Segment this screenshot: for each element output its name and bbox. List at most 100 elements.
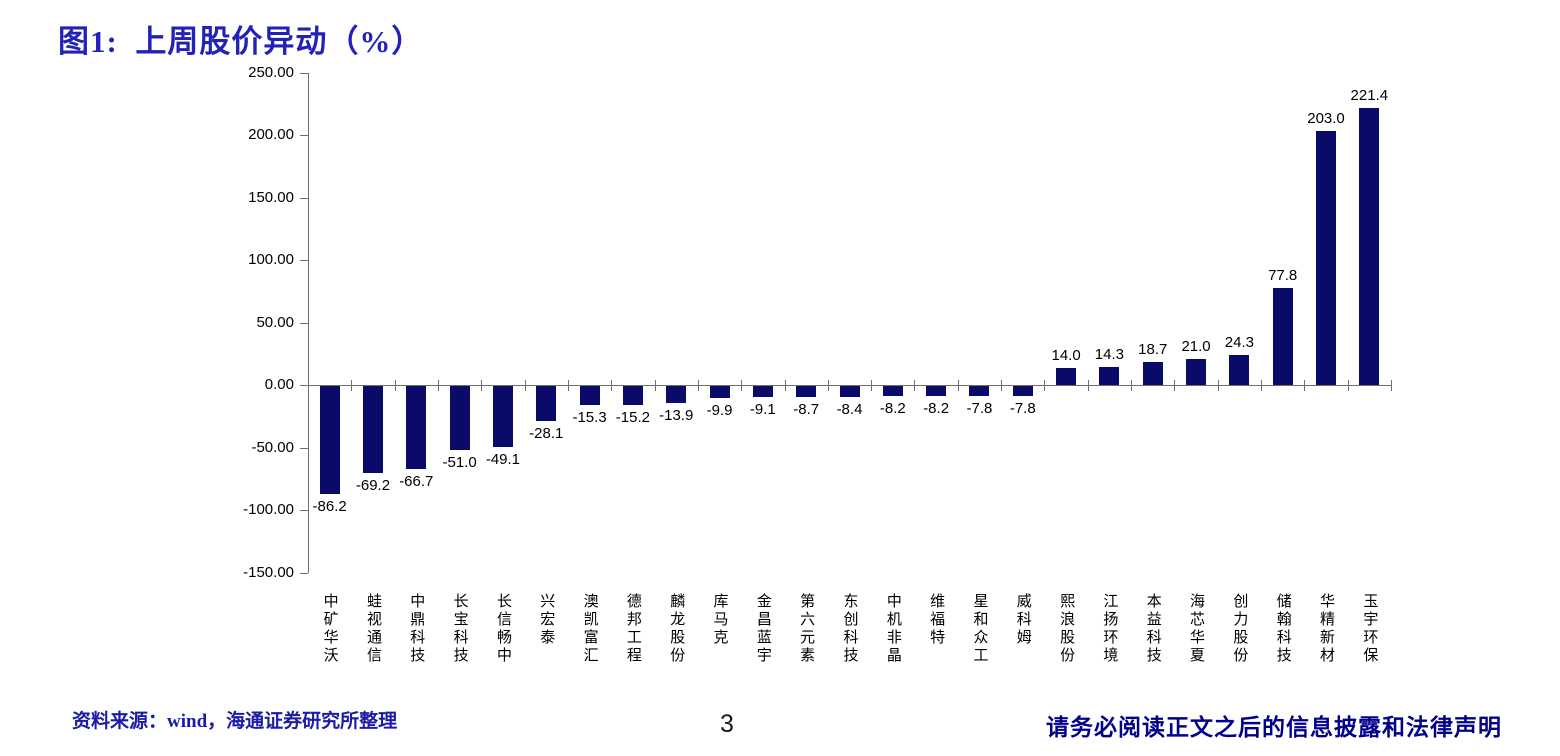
y-tick-label: 250.00 (248, 63, 294, 81)
y-tick-label: 100.00 (248, 251, 294, 268)
bar (796, 386, 817, 397)
x-category-label: 维福特 (928, 593, 945, 647)
x-category-label: 中机非晶 (884, 593, 901, 665)
bar (492, 386, 513, 448)
x-category-label: 储翰科技 (1274, 593, 1291, 665)
bar (969, 386, 990, 396)
x-tick (1217, 380, 1219, 391)
x-tick (611, 380, 613, 391)
bar-value-label: 24.3 (1224, 333, 1254, 351)
x-tick (784, 380, 786, 391)
x-category-label: 库马克 (711, 593, 728, 647)
y-tick (300, 322, 308, 324)
page-number: 3 (720, 710, 734, 738)
x-axis-line (308, 385, 1391, 386)
bar-value-label: -69.2 (355, 476, 391, 494)
x-tick (308, 380, 309, 391)
x-category-label: 麟龙股份 (668, 593, 685, 665)
bar (319, 386, 340, 494)
x-tick (567, 380, 569, 391)
bar-value-label: -51.0 (442, 453, 477, 471)
x-category-label: 金昌蓝宇 (754, 593, 771, 665)
y-tick (300, 72, 308, 74)
x-category-label: 中鼎科技 (408, 593, 425, 665)
bar (362, 386, 383, 473)
x-tick (654, 380, 656, 391)
bar (449, 386, 470, 450)
x-category-label: 创力股份 (1231, 593, 1248, 665)
x-tick (741, 380, 743, 391)
bar (882, 386, 903, 397)
x-tick (1304, 380, 1306, 391)
x-tick (524, 380, 526, 391)
bar (622, 386, 643, 405)
bar-value-label: -15.2 (615, 409, 650, 426)
y-tick (300, 135, 308, 136)
x-category-label: 江扬环境 (1101, 593, 1118, 665)
bar-value-label: -7.8 (966, 399, 993, 417)
x-tick (351, 380, 353, 391)
bar (536, 386, 557, 422)
x-tick (481, 380, 483, 391)
x-category-label: 星和众工 (971, 593, 988, 665)
y-tick-label: 50.00 (256, 313, 294, 331)
bar-value-label: -13.9 (659, 407, 694, 425)
y-axis-line (308, 72, 309, 573)
bar-value-label: -8.2 (879, 400, 906, 418)
y-tick-label: -100.00 (243, 501, 294, 518)
x-category-label: 第六元素 (798, 593, 815, 665)
x-tick (871, 380, 873, 391)
bar-value-label: -86.2 (312, 497, 347, 515)
x-tick (957, 380, 959, 391)
bar-value-label: 221.4 (1350, 87, 1389, 105)
x-category-label: 蛙视通信 (364, 593, 381, 665)
bar (406, 386, 427, 470)
y-tick-label: -150.00 (243, 563, 294, 581)
x-category-label: 兴宏泰 (538, 593, 555, 647)
y-tick (300, 510, 308, 511)
x-tick (437, 380, 439, 391)
bar (1099, 367, 1120, 385)
bar (1316, 131, 1337, 385)
bar (839, 386, 860, 397)
y-tick (300, 260, 308, 261)
x-tick (1001, 380, 1003, 391)
bar-value-label: -28.1 (529, 425, 564, 443)
x-tick (827, 380, 829, 391)
bar-value-label: -66.7 (399, 473, 434, 491)
bar-value-label: 77.8 (1268, 266, 1298, 284)
bar (1272, 287, 1293, 385)
bar (1186, 358, 1207, 385)
bar-value-label: -15.3 (572, 409, 607, 427)
x-tick (1174, 380, 1176, 391)
bar-value-label: -8.2 (923, 400, 950, 418)
legal-notice: 请务必阅读正文之后的信息披露和法律声明 (1046, 715, 1502, 740)
bar (579, 386, 600, 406)
x-category-label: 东创科技 (841, 593, 858, 665)
x-tick (1131, 380, 1133, 391)
x-tick (1261, 380, 1263, 391)
source-note: 资料来源：wind，海通证券研究所整理 (72, 711, 398, 732)
x-category-label: 长信畅中 (494, 593, 511, 665)
bar (926, 386, 947, 397)
x-tick (1391, 380, 1392, 391)
bar-value-label: 203.0 (1307, 110, 1345, 128)
x-category-label: 威科姆 (1014, 593, 1031, 647)
x-category-label: 熙浪股份 (1058, 593, 1075, 665)
x-tick (697, 380, 699, 391)
x-tick (1044, 380, 1046, 391)
x-category-label: 德邦工程 (624, 593, 641, 665)
x-category-label: 本益科技 (1144, 593, 1161, 665)
y-tick (300, 197, 308, 199)
bar (709, 386, 730, 399)
bar-value-label: -9.9 (706, 402, 733, 420)
bar (1142, 361, 1163, 385)
x-category-label: 中矿华沃 (321, 593, 338, 665)
x-category-label: 澳凯富汇 (581, 593, 598, 665)
figure-title: 图1: 上周股价异动（%） (58, 24, 424, 59)
bar (1229, 354, 1250, 385)
y-tick-label: 200.00 (248, 126, 294, 143)
bar-value-label: 18.7 (1138, 340, 1168, 358)
bar (1012, 386, 1033, 396)
